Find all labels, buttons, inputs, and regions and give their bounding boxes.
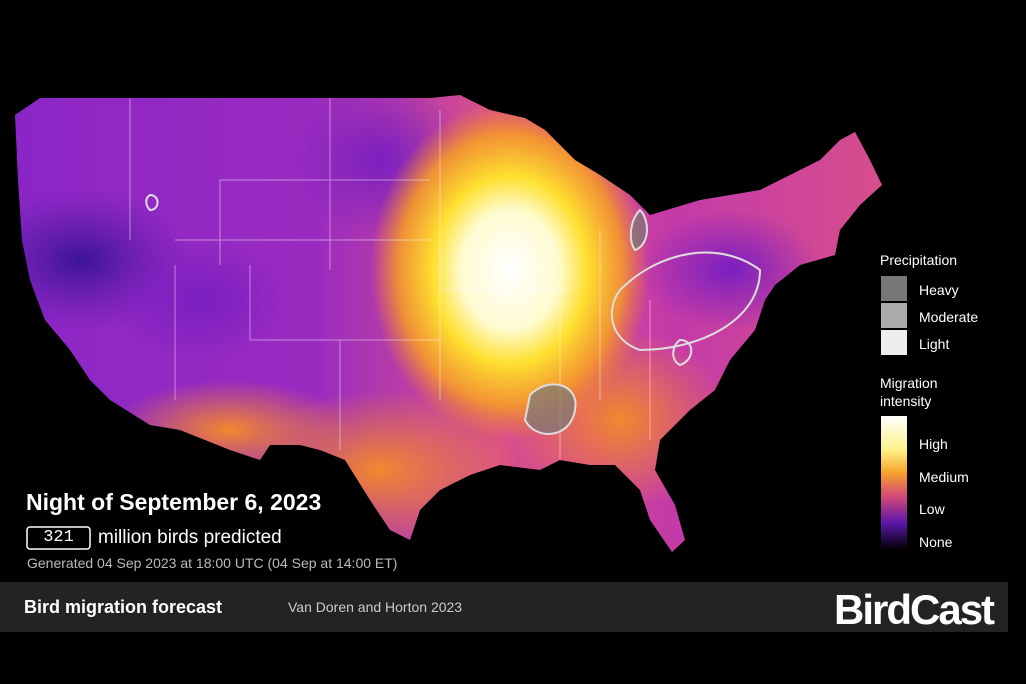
count-label: million birds predicted xyxy=(98,527,282,548)
count-box xyxy=(26,526,91,550)
legend-item: Heavy xyxy=(919,282,959,298)
legend-item: High xyxy=(919,436,948,452)
legend-item: None xyxy=(919,534,953,550)
legend-item: Moderate xyxy=(919,309,979,325)
map-title: Night of September 6, 2023 xyxy=(26,489,322,515)
swatch-light xyxy=(881,330,907,355)
generated-note: Generated 04 Sep 2023 at 18:00 UTC (04 S… xyxy=(27,555,398,571)
intensity-scale xyxy=(881,416,907,550)
legend-title: Migration intensity xyxy=(880,375,938,409)
legend-title: Precipitation xyxy=(880,252,958,268)
footer-bar xyxy=(0,582,1008,632)
brand-logo: BirdCast xyxy=(834,586,995,633)
footer-title: Bird migration forecast xyxy=(24,597,223,617)
footer-credit: Van Doren and Horton 2023 xyxy=(288,599,463,615)
swatch-heavy xyxy=(881,276,907,301)
legend-item: Low xyxy=(919,501,945,517)
swatch-moderate xyxy=(881,303,907,328)
bird-count: 321 xyxy=(43,528,74,547)
legend-item: Medium xyxy=(919,469,969,485)
legend-item: Light xyxy=(919,336,950,352)
